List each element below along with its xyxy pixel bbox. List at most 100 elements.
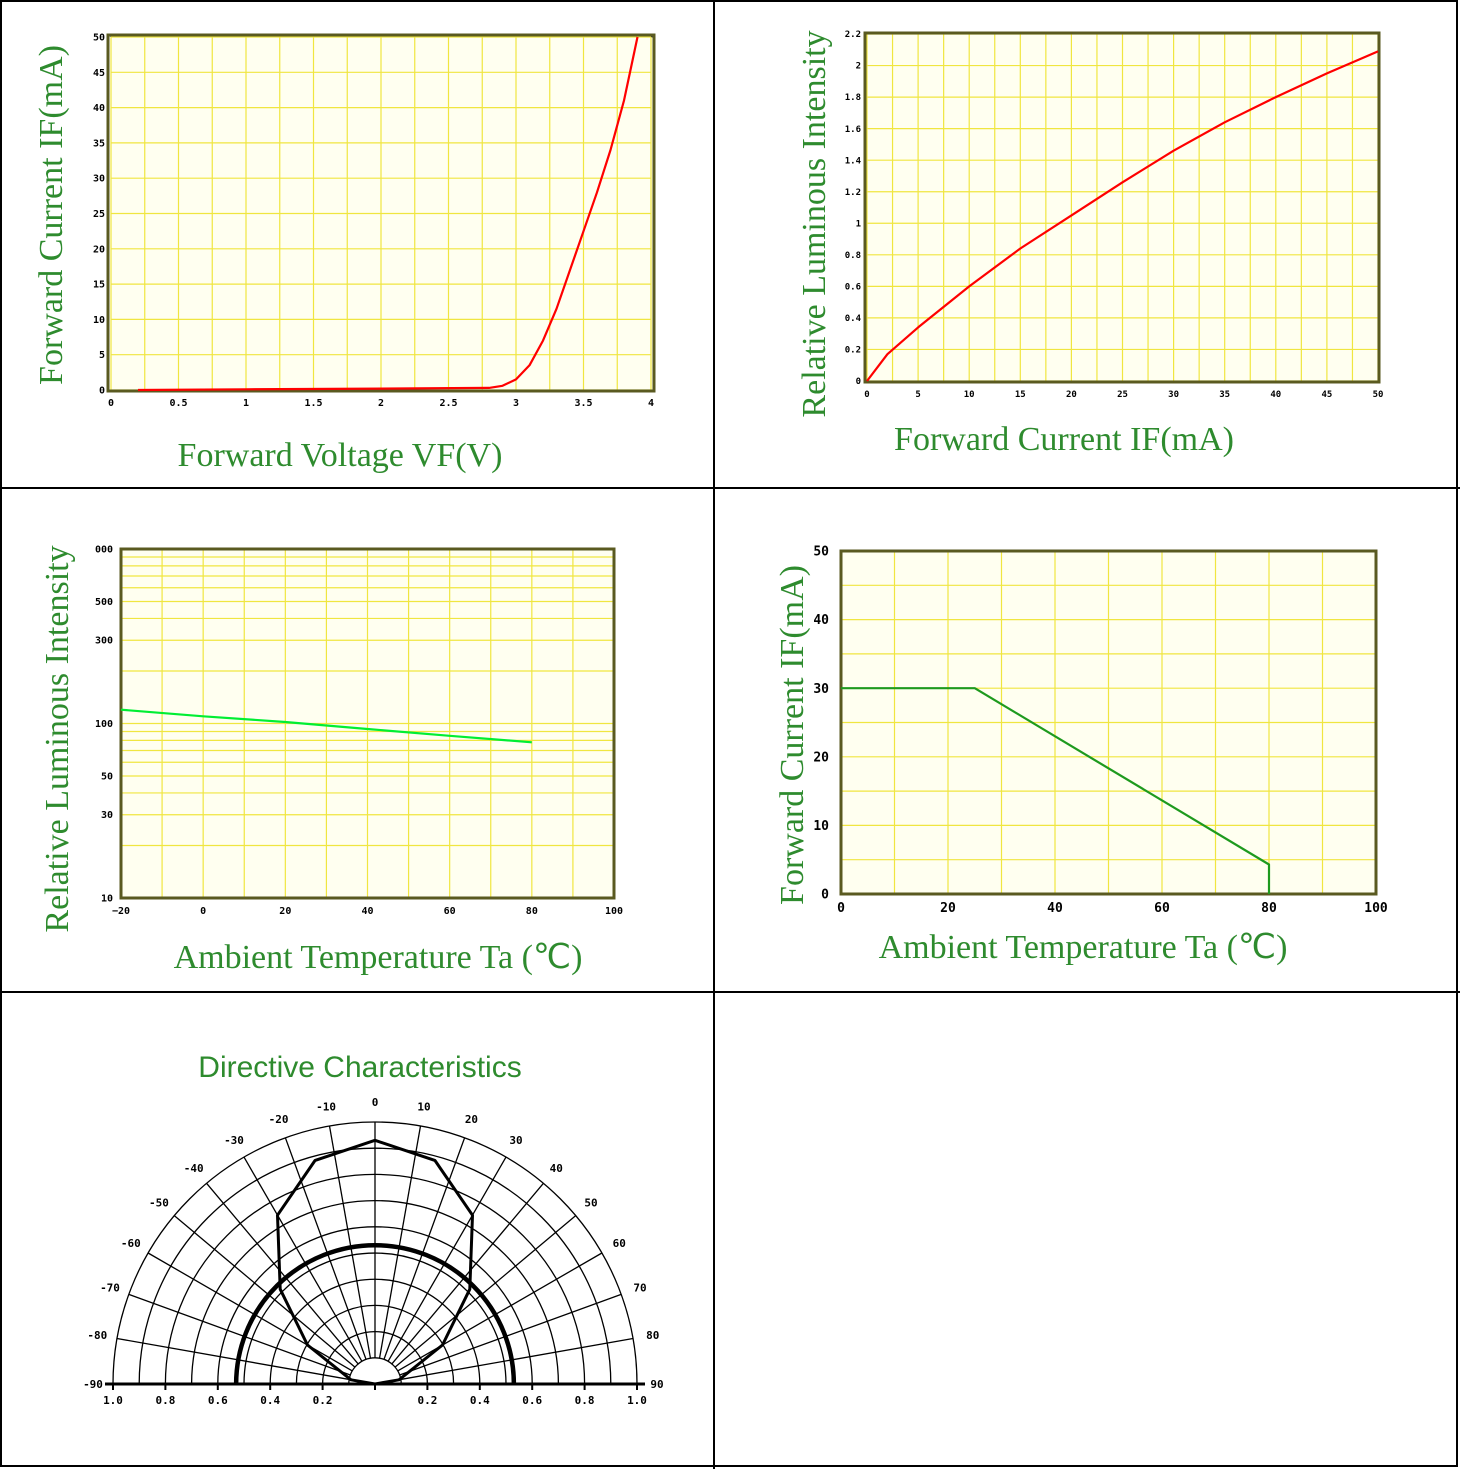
li-ytick-label: 0.8 <box>845 251 861 261</box>
table-divider-row1 <box>0 487 1460 489</box>
li-xtick-label: 45 <box>1321 390 1332 400</box>
temp-li-xtick-label: 100 <box>605 906 623 917</box>
li-ytick-label: 0.2 <box>845 346 861 356</box>
derating-ytick-label: 20 <box>813 750 829 765</box>
polar-radial-label: 0.4 <box>260 1394 280 1407</box>
iv-ytick-label: 40 <box>93 103 105 114</box>
polar-angle-label: -40 <box>184 1162 204 1175</box>
polar-grid-radial <box>378 1125 422 1359</box>
derating-chart: 0 20 40 60 80 100 0 10 20 30 40 50 Ambient Temperat… <box>774 545 1388 966</box>
polar-radial-label: 0.2 <box>313 1394 333 1407</box>
temp-li-ytick-label: 500 <box>95 597 113 608</box>
temp-li-chart: −20 0 20 40 60 80 100 10 30 50 100 300 500 000 Ambien… <box>39 545 623 977</box>
iv-ytick-label: 10 <box>93 315 105 326</box>
iv-xtick-label: 3 <box>513 398 519 409</box>
polar-chart: Directive Characteristics -90 -80 -70 -60 -5… <box>83 1051 664 1407</box>
iv-ytick-label: 15 <box>93 280 105 291</box>
temp-li-xtick-label: 20 <box>279 906 291 917</box>
derating-xtick-label: 100 <box>1364 901 1388 916</box>
iv-xtick-label: 1 <box>243 398 249 409</box>
li-ytick-label: 0.6 <box>845 283 861 293</box>
temp-li-ytick-label: 50 <box>101 772 113 783</box>
li-xtick-label: 30 <box>1168 390 1179 400</box>
iv-ylabel: Forward Current IF(mA) <box>33 45 70 385</box>
temp-li-ytick-label: 30 <box>101 810 113 821</box>
polar-radial-label: 0.8 <box>575 1394 595 1407</box>
polar-radial-label: 0.2 <box>417 1394 437 1407</box>
polar-radial-label: 1.0 <box>103 1394 123 1407</box>
li-xtick-label: 35 <box>1219 390 1230 400</box>
li-xlabel: Forward Current IF(mA) <box>894 421 1234 458</box>
polar-angle-label: 30 <box>509 1134 522 1147</box>
polar-grid-radial <box>394 1215 577 1368</box>
polar-angle-label: -90 <box>83 1378 103 1391</box>
derating-xtick-label: 40 <box>1047 901 1063 916</box>
temp-li-xlabel: Ambient Temperature Ta (℃) <box>174 939 583 976</box>
polar-radial-label: 0.4 <box>470 1394 490 1407</box>
li-xtick-label: 50 <box>1373 390 1384 400</box>
li-ytick-label: 2.2 <box>845 30 861 40</box>
polar-angle-label: 80 <box>646 1329 659 1342</box>
polar-angle-label: -60 <box>121 1237 141 1250</box>
iv-plot-border <box>106 33 656 393</box>
polar-grid-radial <box>284 1137 367 1360</box>
li-xtick-label: 5 <box>915 390 920 400</box>
temp-li-ytick-label: 100 <box>95 719 113 730</box>
iv-xtick-label: 0 <box>108 398 114 409</box>
li-ytick-label: 0.4 <box>845 314 862 324</box>
temp-li-series-line <box>120 708 532 744</box>
polar-angle-label: -70 <box>100 1282 120 1295</box>
polar-grid-radial <box>128 1293 351 1376</box>
derating-series-line <box>841 687 1271 894</box>
derating-plot-border <box>839 549 1378 896</box>
polar-grid-arc <box>348 1357 402 1385</box>
iv-series-line <box>137 36 639 392</box>
polar-angle-label: 40 <box>550 1162 563 1175</box>
derating-ytick-label: 40 <box>813 613 829 628</box>
polar-angle-label: -30 <box>224 1134 244 1147</box>
iv-ytick-label: 35 <box>93 138 105 149</box>
polar-grid-radial <box>206 1182 359 1365</box>
temp-li-xtick-label: 40 <box>361 906 373 917</box>
polar-title: Directive Characteristics <box>198 1051 521 1084</box>
polar-grid-radial <box>387 1156 507 1362</box>
polar-grid-radial <box>147 1252 353 1372</box>
iv-xlabel: Forward Voltage VF(V) <box>178 437 503 474</box>
polar-reference-arc <box>233 1242 517 1385</box>
li-ytick-label: 1.8 <box>845 93 861 103</box>
temp-li-plot-border <box>119 547 616 900</box>
derating-ytick-label: 10 <box>813 819 829 834</box>
polar-angle-label: -80 <box>87 1329 107 1342</box>
polar-angle-label: 10 <box>417 1100 430 1113</box>
li-plot-border <box>863 31 1381 384</box>
temp-li-xtick-label: 60 <box>444 906 456 917</box>
temp-li-xtick-label: 80 <box>526 906 538 917</box>
derating-ylabel: Forward Current IF(mA) <box>774 565 811 905</box>
polar-grid-radial <box>397 1252 603 1372</box>
derating-xtick-label: 20 <box>940 901 956 916</box>
polar-radial-label: 0.6 <box>208 1394 228 1407</box>
iv-xtick-label: 2.5 <box>439 398 457 409</box>
li-xtick-label: 0 <box>864 390 869 400</box>
iv-ytick-label: 45 <box>93 68 105 79</box>
derating-ytick-label: 0 <box>821 888 829 903</box>
iv-xtick-label: 2 <box>378 398 384 409</box>
polar-radial-label: 0.8 <box>155 1394 175 1407</box>
li-ytick-label: 1.2 <box>845 188 861 198</box>
polar-grid-radial <box>243 1156 363 1362</box>
iv-ytick-label: 5 <box>99 350 105 361</box>
temp-li-ytick-label: 10 <box>101 894 113 905</box>
polar-angle-label: -50 <box>149 1197 169 1210</box>
polar-grid-radial <box>400 1337 634 1381</box>
temp-li-xtick-label: −20 <box>112 906 130 917</box>
li-ytick-label: 2 <box>856 62 861 72</box>
table-divider-vertical <box>713 0 715 1469</box>
iv-ytick-label: 20 <box>93 244 105 255</box>
iv-ytick-label: 25 <box>93 209 105 220</box>
li-xtick-label: 20 <box>1066 390 1077 400</box>
polar-angle-label: 20 <box>465 1113 478 1126</box>
li-ytick-label: 0 <box>856 377 861 387</box>
iv-xtick-label: 4 <box>648 398 654 409</box>
